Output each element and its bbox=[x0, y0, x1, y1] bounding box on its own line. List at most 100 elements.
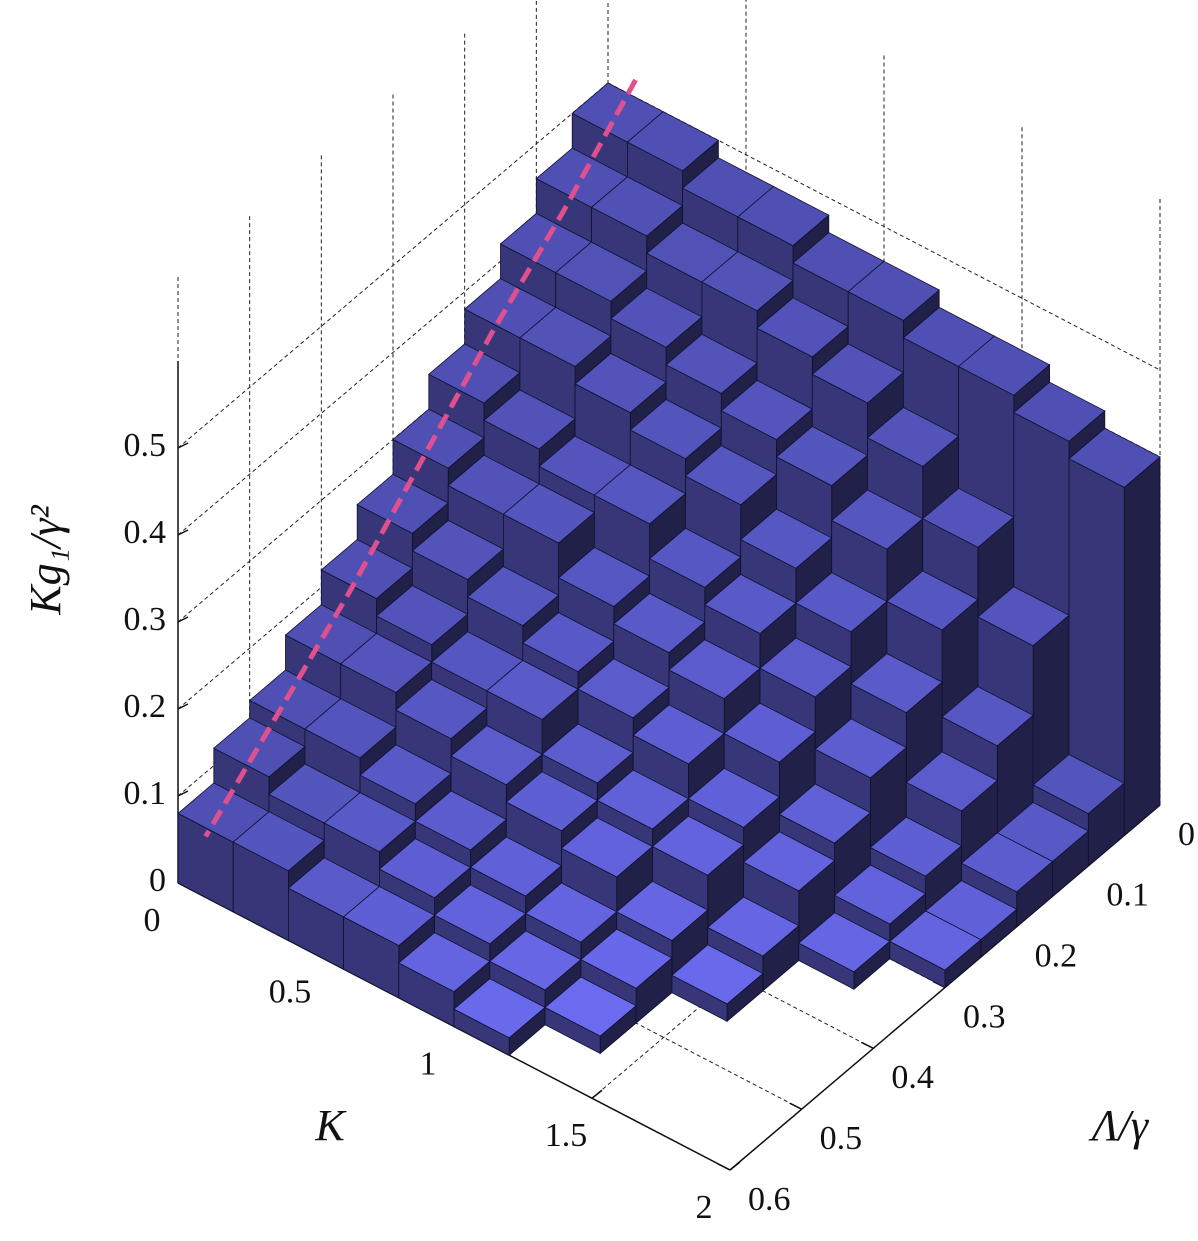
z-tick bbox=[177, 442, 189, 449]
column-top bbox=[814, 718, 908, 779]
column-top bbox=[483, 389, 576, 450]
column-top bbox=[486, 659, 579, 720]
column-top bbox=[522, 612, 615, 673]
column-top bbox=[541, 723, 634, 784]
column-top bbox=[557, 546, 651, 607]
column-top bbox=[668, 639, 761, 700]
column-top bbox=[593, 464, 687, 525]
column-top bbox=[886, 570, 979, 631]
x-tick-label: 1.5 bbox=[545, 1117, 588, 1154]
column-top bbox=[921, 487, 1015, 548]
column-top bbox=[742, 831, 836, 892]
x-tick-label: 2 bbox=[696, 1189, 713, 1226]
column-top bbox=[392, 408, 485, 469]
y-tick-label: 0.3 bbox=[963, 998, 1006, 1035]
z-tick-label: 0.1 bbox=[124, 775, 167, 812]
x-axis-title: K bbox=[314, 1101, 347, 1150]
column-top bbox=[720, 379, 814, 441]
column-top bbox=[450, 725, 543, 786]
z-tick bbox=[177, 703, 189, 710]
column-top bbox=[466, 566, 560, 627]
y-axis-title: Λ/γ bbox=[1088, 1101, 1150, 1150]
column-top bbox=[795, 572, 888, 633]
column-top bbox=[648, 527, 742, 588]
x-tick-label: 1 bbox=[420, 1045, 437, 1082]
z-axis-title: Kg₁/γ² bbox=[21, 504, 70, 615]
column-top bbox=[505, 771, 599, 832]
column-top bbox=[889, 910, 982, 971]
column-top bbox=[320, 539, 414, 600]
column-top bbox=[560, 817, 654, 878]
z-tick-label: 0.2 bbox=[124, 688, 167, 725]
column-top bbox=[977, 586, 1070, 647]
column-top bbox=[869, 816, 963, 877]
column-top bbox=[469, 836, 563, 897]
column-top bbox=[905, 751, 999, 812]
column-top bbox=[833, 864, 927, 925]
column-top bbox=[684, 445, 778, 506]
column-top bbox=[339, 632, 433, 693]
column-top bbox=[414, 790, 508, 851]
column-top bbox=[704, 573, 797, 634]
y-tick bbox=[717, 1163, 731, 1171]
x-tick bbox=[591, 1089, 603, 1099]
column-top bbox=[759, 637, 852, 698]
column-top bbox=[502, 483, 596, 544]
column-top bbox=[411, 519, 505, 580]
y-tick bbox=[860, 1041, 874, 1050]
column-top bbox=[232, 811, 325, 872]
column-top bbox=[629, 399, 723, 460]
column-top bbox=[847, 260, 940, 321]
column-top bbox=[554, 241, 648, 302]
y-tick-label: 0.5 bbox=[820, 1120, 863, 1157]
column-top bbox=[356, 473, 449, 534]
column-top bbox=[866, 406, 960, 467]
column-top bbox=[590, 176, 684, 237]
column-top bbox=[798, 912, 891, 973]
column-top bbox=[395, 679, 488, 740]
z-tick-label: 0.5 bbox=[124, 427, 167, 464]
column-top bbox=[359, 744, 452, 805]
column-top bbox=[737, 186, 830, 247]
column-top bbox=[775, 426, 869, 487]
column-top bbox=[723, 702, 816, 763]
y-tick-label: 0 bbox=[1178, 816, 1195, 853]
column-top bbox=[1068, 427, 1161, 488]
column-top bbox=[756, 297, 849, 358]
column-top bbox=[304, 698, 397, 759]
column-top bbox=[941, 686, 1034, 747]
x-tick bbox=[729, 1161, 741, 1171]
z-tick-label: 0.3 bbox=[124, 601, 167, 638]
column-top bbox=[613, 593, 706, 654]
column-top bbox=[378, 838, 472, 899]
z-tick bbox=[177, 790, 189, 797]
column-top bbox=[596, 769, 690, 830]
column-side bbox=[1123, 456, 1161, 837]
column-top bbox=[610, 287, 703, 348]
column-top bbox=[830, 489, 924, 550]
column-top bbox=[615, 880, 709, 941]
column-top bbox=[580, 928, 673, 989]
column-top bbox=[213, 717, 306, 778]
x-tick-label: 0 bbox=[144, 902, 161, 939]
column-top bbox=[428, 343, 521, 404]
y-tick-label: 0.1 bbox=[1106, 877, 1149, 914]
column-top bbox=[574, 352, 667, 414]
column-top bbox=[665, 333, 758, 394]
column-top bbox=[687, 767, 781, 828]
y-tick-label: 0.4 bbox=[891, 1059, 934, 1096]
column-top bbox=[632, 704, 725, 765]
y-tick-label: 0.2 bbox=[1035, 937, 1078, 974]
column-top bbox=[701, 251, 794, 312]
column-top bbox=[544, 976, 637, 1037]
column-top bbox=[850, 653, 943, 714]
column-top bbox=[957, 335, 1051, 396]
column-top bbox=[577, 658, 670, 719]
column-top bbox=[398, 932, 491, 993]
y-tick-label: 0.6 bbox=[748, 1181, 791, 1218]
column-top bbox=[1013, 381, 1106, 442]
boundary-line bbox=[203, 78, 638, 838]
column-top bbox=[626, 111, 720, 172]
column-top bbox=[453, 978, 546, 1039]
